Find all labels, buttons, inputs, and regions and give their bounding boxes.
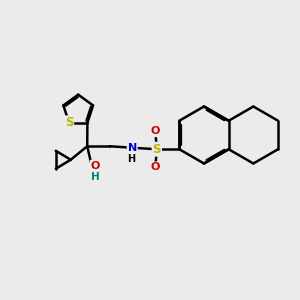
Text: S: S — [153, 143, 161, 156]
Text: H: H — [128, 154, 136, 164]
Text: N: N — [128, 143, 137, 153]
Text: H: H — [91, 172, 100, 182]
Text: O: O — [91, 161, 100, 171]
Text: O: O — [151, 126, 160, 136]
Text: O: O — [151, 162, 160, 172]
Text: S: S — [65, 116, 73, 129]
